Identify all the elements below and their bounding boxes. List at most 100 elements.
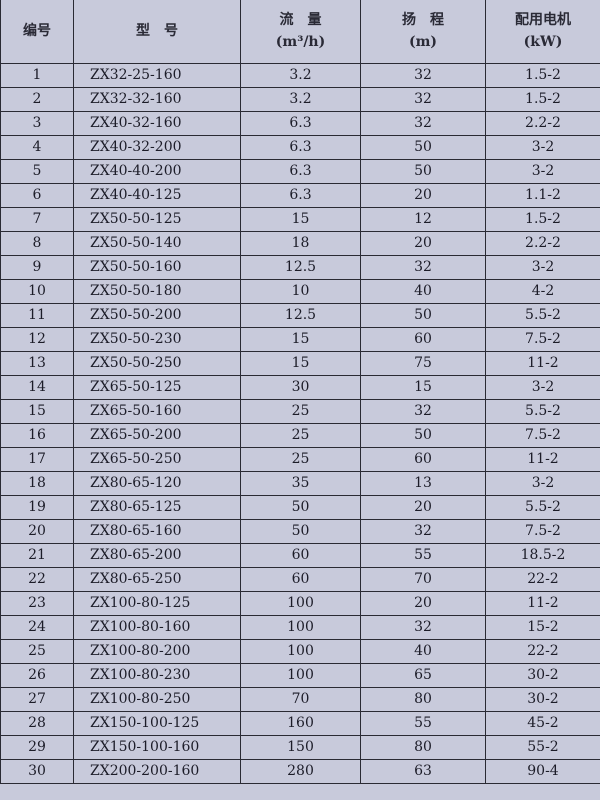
cell-no: 2 (0, 87, 74, 112)
cell-motor: 4-2 (485, 279, 600, 304)
cell-flow: 10 (240, 279, 361, 304)
cell-flow: 30 (240, 375, 361, 400)
cell-flow: 60 (240, 543, 361, 568)
cell-flow: 70 (240, 687, 361, 712)
table-body: 1 ZX32-25-160 3.2 32 1.5-2 2 ZX32-32-160 3.2 32 1… (0, 63, 600, 784)
table-row: 4 ZX40-32-200 6.3 50 3-2 (0, 135, 600, 160)
header-model: 型 号 (73, 0, 241, 64)
cell-flow: 50 (240, 495, 361, 520)
cell-flow: 35 (240, 471, 361, 496)
cell-model: ZX50-50-125 (73, 207, 241, 232)
cell-flow: 25 (240, 399, 361, 424)
cell-motor: 15-2 (485, 615, 600, 640)
cell-no: 5 (0, 159, 74, 184)
cell-head: 20 (360, 591, 486, 616)
header-model-label: 型 号 (136, 23, 178, 39)
table-row: 9 ZX50-50-160 12.5 32 3-2 (0, 255, 600, 280)
cell-motor: 7.5-2 (485, 327, 600, 352)
cell-head: 32 (360, 87, 486, 112)
cell-no: 6 (0, 183, 74, 208)
cell-flow: 160 (240, 711, 361, 736)
cell-model: ZX40-32-160 (73, 111, 241, 136)
table-row: 15 ZX65-50-160 25 32 5.5-2 (0, 399, 600, 424)
cell-head: 32 (360, 63, 486, 88)
table-row: 19 ZX80-65-125 50 20 5.5-2 (0, 495, 600, 520)
header-no: 编号 (0, 0, 74, 64)
cell-motor: 22-2 (485, 639, 600, 664)
cell-model: ZX100-80-160 (73, 615, 241, 640)
table-row: 16 ZX65-50-200 25 50 7.5-2 (0, 423, 600, 448)
cell-model: ZX50-50-250 (73, 351, 241, 376)
table-row: 7 ZX50-50-125 15 12 1.5-2 (0, 207, 600, 232)
header-head-label: 扬 程 (402, 12, 444, 28)
cell-motor: 5.5-2 (485, 303, 600, 328)
cell-model: ZX80-65-250 (73, 567, 241, 592)
cell-model: ZX65-50-200 (73, 423, 241, 448)
cell-model: ZX32-32-160 (73, 87, 241, 112)
cell-head: 20 (360, 183, 486, 208)
cell-head: 70 (360, 567, 486, 592)
table-row: 2 ZX32-32-160 3.2 32 1.5-2 (0, 87, 600, 112)
table-row: 27 ZX100-80-250 70 80 30-2 (0, 687, 600, 712)
cell-no: 9 (0, 255, 74, 280)
cell-head: 75 (360, 351, 486, 376)
cell-motor: 11-2 (485, 447, 600, 472)
cell-no: 29 (0, 735, 74, 760)
cell-flow: 60 (240, 567, 361, 592)
header-row: 编号 型 号 流 量 (m³/h) 扬 程 (m) 配用电机 (kW) (0, 0, 600, 64)
table-row: 26 ZX100-80-230 100 65 30-2 (0, 663, 600, 688)
cell-motor: 1.5-2 (485, 87, 600, 112)
cell-head: 40 (360, 639, 486, 664)
cell-motor: 3-2 (485, 159, 600, 184)
cell-model: ZX32-25-160 (73, 63, 241, 88)
cell-head: 32 (360, 519, 486, 544)
cell-no: 25 (0, 639, 74, 664)
cell-no: 15 (0, 399, 74, 424)
cell-flow: 3.2 (240, 63, 361, 88)
cell-head: 50 (360, 135, 486, 160)
cell-model: ZX65-50-125 (73, 375, 241, 400)
cell-no: 19 (0, 495, 74, 520)
cell-flow: 18 (240, 231, 361, 256)
header-flow-unit: (m³/h) (275, 34, 326, 50)
header-motor: 配用电机 (kW) (485, 0, 600, 64)
cell-motor: 30-2 (485, 663, 600, 688)
cell-model: ZX100-80-200 (73, 639, 241, 664)
cell-no: 1 (0, 63, 74, 88)
cell-flow: 6.3 (240, 159, 361, 184)
cell-flow: 15 (240, 327, 361, 352)
cell-flow: 6.3 (240, 183, 361, 208)
cell-flow: 100 (240, 615, 361, 640)
cell-model: ZX40-40-125 (73, 183, 241, 208)
cell-no: 28 (0, 711, 74, 736)
cell-head: 80 (360, 735, 486, 760)
cell-flow: 6.3 (240, 135, 361, 160)
cell-no: 4 (0, 135, 74, 160)
cell-head: 13 (360, 471, 486, 496)
cell-no: 24 (0, 615, 74, 640)
cell-model: ZX50-50-200 (73, 303, 241, 328)
cell-motor: 30-2 (485, 687, 600, 712)
cell-model: ZX150-100-160 (73, 735, 241, 760)
cell-model: ZX50-50-140 (73, 231, 241, 256)
cell-flow: 50 (240, 519, 361, 544)
cell-head: 32 (360, 255, 486, 280)
cell-motor: 11-2 (485, 591, 600, 616)
table-row: 21 ZX80-65-200 60 55 18.5-2 (0, 543, 600, 568)
table-row: 11 ZX50-50-200 12.5 50 5.5-2 (0, 303, 600, 328)
cell-model: ZX50-50-160 (73, 255, 241, 280)
cell-flow: 6.3 (240, 111, 361, 136)
cell-flow: 100 (240, 639, 361, 664)
table-row: 6 ZX40-40-125 6.3 20 1.1-2 (0, 183, 600, 208)
table-row: 12 ZX50-50-230 15 60 7.5-2 (0, 327, 600, 352)
cell-head: 40 (360, 279, 486, 304)
table-row: 22 ZX80-65-250 60 70 22-2 (0, 567, 600, 592)
cell-motor: 1.5-2 (485, 207, 600, 232)
cell-no: 23 (0, 591, 74, 616)
cell-flow: 15 (240, 207, 361, 232)
cell-no: 16 (0, 423, 74, 448)
cell-model: ZX40-40-200 (73, 159, 241, 184)
cell-no: 21 (0, 543, 74, 568)
cell-flow: 100 (240, 591, 361, 616)
table-row: 30 ZX200-200-160 280 63 90-4 (0, 759, 600, 784)
